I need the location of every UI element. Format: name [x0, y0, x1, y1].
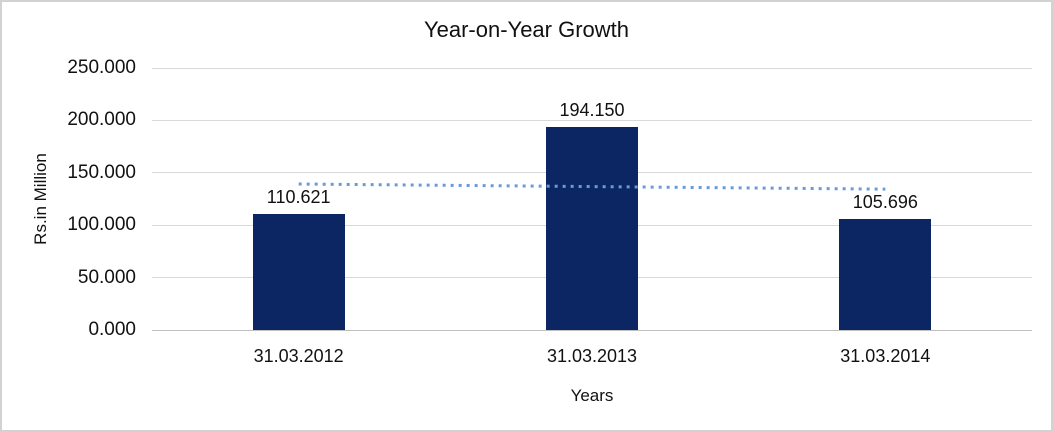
y-tick-label: 250.000	[67, 57, 136, 78]
x-axis-title: Years	[570, 386, 614, 405]
y-tick-label: 100.000	[67, 214, 136, 236]
y-tick-label: 150.000	[67, 161, 136, 183]
bar	[839, 219, 932, 330]
x-tick-label: 31.03.2014	[840, 346, 931, 366]
bar-value-label: 110.621	[266, 187, 331, 208]
trendline	[298, 182, 886, 191]
bar-value-label: 105.696	[852, 192, 918, 213]
y-tick-label: 50.000	[77, 266, 136, 288]
chart-title: Year-on-Year Growth	[423, 17, 630, 42]
bar	[546, 126, 638, 330]
y-tick-label: 200.000	[67, 109, 136, 131]
plot-area	[152, 67, 1032, 331]
bar	[252, 214, 345, 330]
gridline	[152, 119, 1032, 121]
x-tick-label: 31.03.2013	[546, 346, 638, 366]
bar-value-label: 194.150	[559, 99, 625, 120]
x-tick-label: 31.03.2012	[253, 346, 344, 366]
y-tick-label: 0.000	[88, 319, 136, 340]
gridline	[152, 67, 1032, 69]
x-axis-line	[152, 329, 1032, 331]
